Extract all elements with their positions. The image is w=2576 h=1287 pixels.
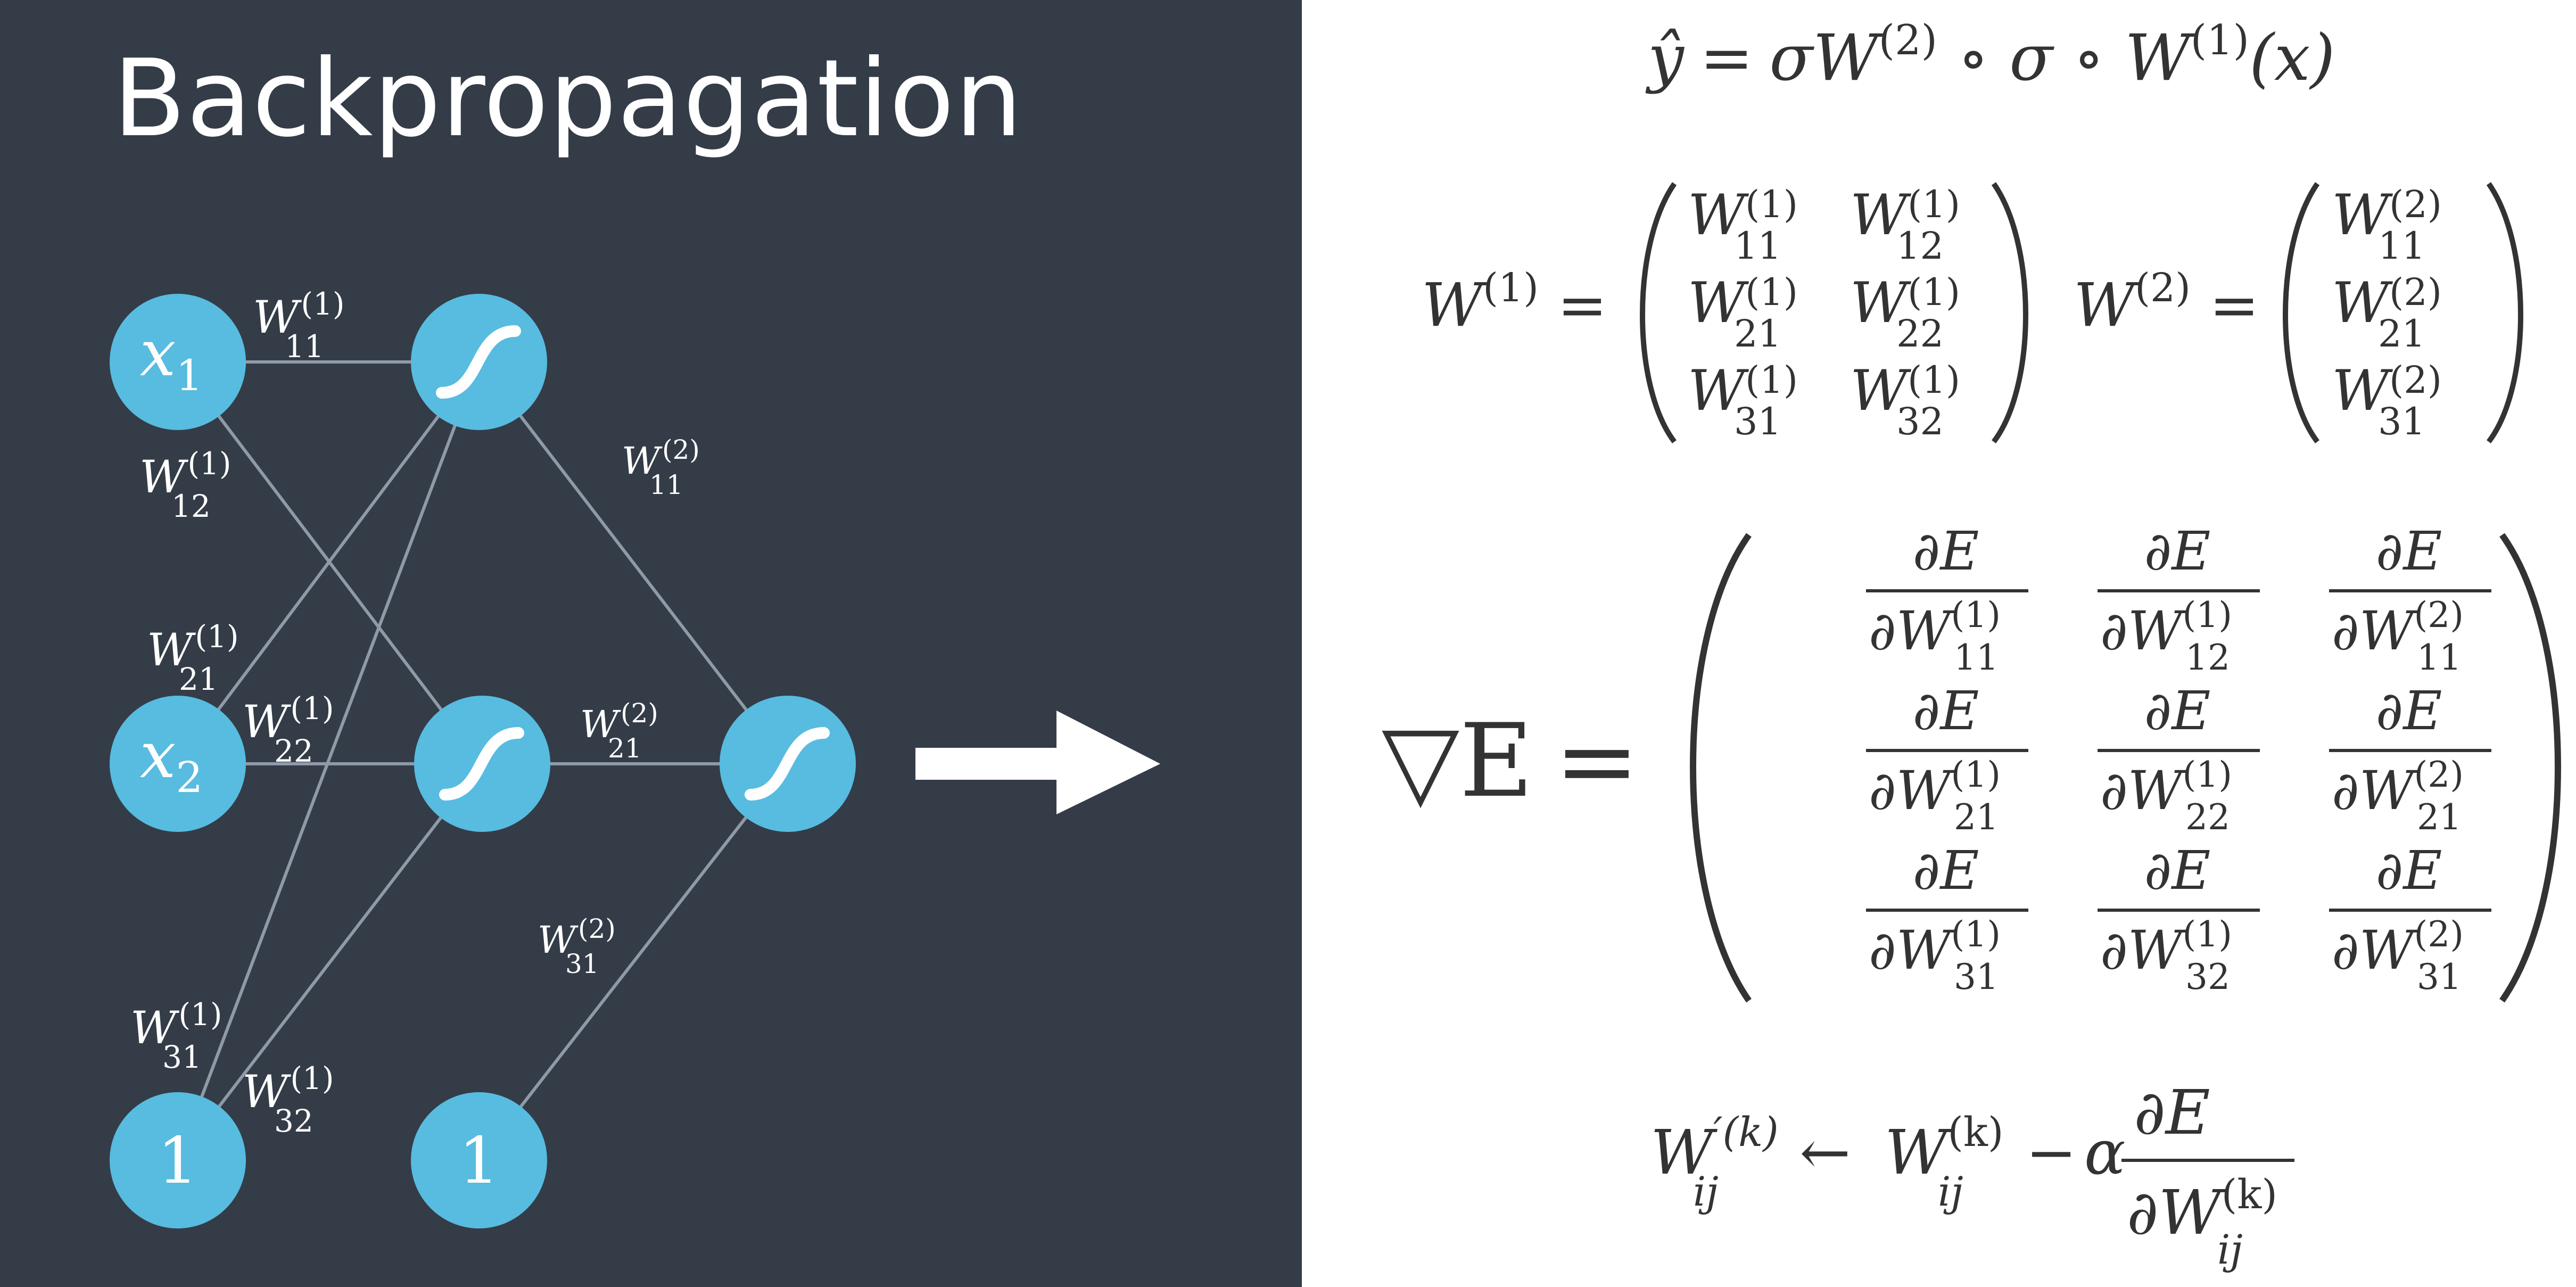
slide-title: Backpropagation bbox=[113, 37, 1023, 161]
gradient-numerator: ∂E bbox=[2144, 680, 2211, 742]
weight-label-w1-32: W(1) 32 bbox=[242, 1060, 334, 1139]
left-paren bbox=[1690, 533, 1752, 1003]
weight-label-w1-21: W(1) 21 bbox=[147, 618, 239, 697]
sigmoid-icon bbox=[745, 727, 830, 801]
w1-entry-22: W(1) 22 bbox=[1850, 270, 1960, 356]
bias-node-hidden: 1 bbox=[411, 1092, 547, 1228]
gradient-cell: ∂E ∂W(1) 11 bbox=[1866, 520, 2028, 678]
gradient-cell: ∂E ∂W(2) 21 bbox=[2329, 680, 2491, 838]
right-arrow-icon bbox=[915, 711, 1160, 814]
weight-label-w1-12: W(1) 12 bbox=[139, 446, 232, 524]
gradient-denominator: ∂W(1) 32 bbox=[2100, 914, 2232, 997]
left-paren bbox=[1640, 182, 1677, 444]
neural-network-diagram: x1 x2 1 1 bbox=[110, 286, 1160, 1228]
edge-b2-out bbox=[477, 763, 789, 1161]
gradient-denominator: ∂W(1) 22 bbox=[2100, 754, 2232, 838]
right-paren bbox=[2486, 182, 2523, 444]
svg-text:∂W(k)ij: ∂W(k) ij bbox=[2127, 1170, 2277, 1273]
svg-text:x2: x2 bbox=[140, 719, 203, 802]
gradient-denominator: ∂W(1) 11 bbox=[1869, 595, 2001, 678]
update-rule-equation: W′(k) ij ← W(k) ij − α ∂E ∂W(k) ij bbox=[1650, 1077, 2294, 1273]
w2-matrix-equation: W(2) = W(2) 11 W(2) 21 W(2) 31 bbox=[2074, 182, 2523, 444]
gradient-cell: ∂E ∂W(1) 22 bbox=[2098, 680, 2260, 838]
output-node bbox=[720, 696, 856, 832]
w2-entry-31: W(2) 31 bbox=[2332, 358, 2442, 443]
gradient-denominator: ∂W(2) 11 bbox=[2332, 595, 2464, 678]
hidden-node-1 bbox=[411, 294, 547, 430]
yhat-equation: ŷ = σW(2) ∘ σ ∘ W(1)(x) bbox=[1645, 16, 2335, 95]
svg-text:W(2)=: W(2) = bbox=[2074, 265, 2259, 340]
w2-entry-21: W(2) 21 bbox=[2332, 270, 2442, 356]
gradient-denominator: ∂W(2) 31 bbox=[2332, 914, 2464, 997]
input-node-x1: x1 bbox=[110, 294, 246, 430]
edge-b1-h2 bbox=[176, 763, 484, 1161]
input-subscript: 1 bbox=[176, 351, 203, 400]
gradient-denominator: ∂W(1) 21 bbox=[1869, 754, 2001, 838]
svg-text:←: ← bbox=[1799, 1117, 1851, 1189]
gradient-cells: ∂E∂W(1) 11∂E∂W(1) 12∂E∂W(2) 11∂E∂W(1) 21∂E∂W… bbox=[1866, 520, 2491, 997]
gradient-denominator: ∂W(1) 31 bbox=[1869, 914, 2001, 997]
gradient-numerator: ∂E bbox=[2376, 839, 2442, 902]
network-nodes: x1 x2 1 1 bbox=[110, 294, 856, 1228]
left-paren bbox=[2283, 182, 2320, 444]
bias-label: 1 bbox=[459, 1124, 499, 1198]
w1-entry-21: W(1) 21 bbox=[1688, 270, 1798, 356]
edge-b1-h1 bbox=[176, 361, 481, 1161]
gradient-numerator: ∂E bbox=[2144, 520, 2211, 582]
equations: ŷ = σW(2) ∘ σ ∘ W(1)(x) W(1) = W(1) 11 W(1) 1… bbox=[1382, 16, 2561, 1273]
gradient-numerator: ∂E bbox=[2376, 520, 2442, 582]
w1-matrix-equation: W(1) = W(1) 11 W(1) 12 W(1) 21 W(1) 22 W(1) 31… bbox=[1422, 182, 2028, 444]
gradient-cell: ∂E ∂W(1) 21 bbox=[1866, 680, 2028, 838]
gradient-numerator: ∂E bbox=[2376, 680, 2442, 742]
gradient-lhs: ▽E = bbox=[1382, 702, 1639, 820]
gradient-numerator: ∂E bbox=[2144, 839, 2211, 902]
gradient-cell: ∂E ∂W(2) 31 bbox=[2329, 839, 2491, 997]
hidden-node-2 bbox=[414, 696, 550, 832]
left-panel: Backpropagation x1 x2 1 bbox=[0, 0, 1302, 1287]
svg-text:x1: x1 bbox=[140, 317, 203, 400]
gradient-numerator: ∂E bbox=[1913, 839, 1979, 902]
gradient-denominator: ∂W(2) 21 bbox=[2332, 754, 2464, 838]
weight-label-w2-31: W(2) 31 bbox=[538, 913, 616, 979]
svg-text:W′(k)ij: W′(k) ij bbox=[1650, 1108, 1779, 1215]
w2-entry-11: W(2) 11 bbox=[2332, 183, 2442, 268]
svg-text:∂E: ∂E bbox=[2134, 1077, 2210, 1149]
gradient-numerator: ∂E bbox=[1913, 680, 1979, 742]
gradient-cell: ∂E ∂W(1) 31 bbox=[1866, 839, 2028, 997]
math-panel: ŷ = σW(2) ∘ σ ∘ W(1)(x) W(1) = W(1) 11 W(1) 1… bbox=[1302, 0, 2576, 1287]
gradient-numerator: ∂E bbox=[1913, 520, 1979, 582]
bias-label: 1 bbox=[158, 1124, 198, 1198]
w1-entry-11: W(1) 11 bbox=[1688, 183, 1798, 268]
gradient-cell: ∂E ∂W(1) 32 bbox=[2098, 839, 2260, 997]
gradient-equation: ▽E = ∂E∂W(1) 11∂E∂W(1) 12∂E∂W(2) 11∂E∂W(1) 21… bbox=[1382, 520, 2561, 1003]
w1-entry-32: W(1) 32 bbox=[1850, 358, 1960, 443]
right-paren bbox=[1991, 182, 2028, 444]
edge-x2-h1 bbox=[176, 361, 481, 765]
weight-label-w1-31: W(1) 31 bbox=[130, 996, 222, 1075]
sigmoid-icon bbox=[439, 727, 524, 801]
gradient-cell: ∂E ∂W(2) 11 bbox=[2329, 520, 2491, 678]
input-node-x2: x2 bbox=[110, 696, 246, 832]
input-symbol: x bbox=[140, 719, 176, 793]
svg-text:W(k)ij: W(k) ij bbox=[1885, 1108, 2004, 1215]
w1-entry-31: W(1) 31 bbox=[1688, 358, 1798, 443]
weight-label-w1-11: W(1) 11 bbox=[253, 286, 345, 365]
w1-entry-12: W(1) 12 bbox=[1850, 183, 1960, 268]
weight-labels: W(1) 11 W(1) 12 W(1) 21 W(1) 22 W(1) 31 W(1) 3… bbox=[130, 286, 700, 1139]
right-paren bbox=[2499, 533, 2561, 1003]
weight-label-w2-21: W(2) 21 bbox=[580, 698, 658, 764]
bias-node-input: 1 bbox=[110, 1092, 246, 1228]
weight-label-w1-22: W(1) 22 bbox=[242, 690, 334, 769]
weight-label-w2-11: W(2) 11 bbox=[622, 434, 700, 500]
input-symbol: x bbox=[140, 317, 176, 391]
gradient-denominator: ∂W(1) 12 bbox=[2100, 595, 2232, 678]
input-subscript: 2 bbox=[176, 753, 203, 802]
svg-text:α: α bbox=[2084, 1117, 2126, 1189]
svg-text:W(1)=: W(1) = bbox=[1422, 265, 1607, 340]
sigmoid-icon bbox=[436, 325, 521, 399]
svg-text:−: − bbox=[2026, 1117, 2077, 1189]
gradient-cell: ∂E ∂W(1) 12 bbox=[2098, 520, 2260, 678]
edge-h1-out bbox=[477, 361, 789, 765]
